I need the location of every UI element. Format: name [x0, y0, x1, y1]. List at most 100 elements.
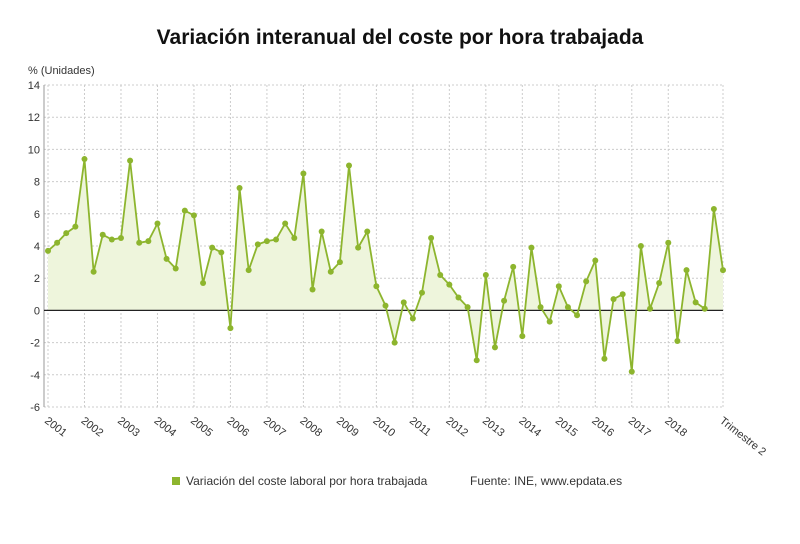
y-tick-label: -4 — [30, 370, 40, 382]
point — [209, 244, 216, 251]
y-tick-label: 4 — [34, 241, 40, 253]
x-tick-label: 2013 — [480, 415, 507, 440]
x-tick-label: 2006 — [225, 415, 252, 440]
point — [446, 281, 453, 288]
point — [200, 280, 207, 287]
y-tick-label: 14 — [28, 80, 40, 92]
point — [601, 355, 608, 362]
x-tick-label: 2015 — [553, 415, 580, 440]
point — [163, 255, 170, 262]
point — [428, 234, 435, 241]
y-axis-label: % (Unidades) — [28, 65, 95, 77]
y-tick-label: -6 — [30, 402, 40, 414]
point — [154, 220, 161, 227]
x-tick-label: 2017 — [626, 415, 653, 440]
point — [628, 368, 635, 375]
source: Fuente: INE, www.epdata.es — [470, 474, 622, 488]
point — [72, 223, 79, 230]
point — [555, 283, 562, 290]
point — [647, 305, 654, 312]
point — [236, 185, 243, 192]
x-tick-label: 2008 — [298, 415, 325, 440]
y-tick-label: 8 — [34, 177, 40, 189]
point — [245, 267, 252, 274]
point — [692, 299, 699, 306]
point — [400, 299, 407, 306]
point — [145, 238, 152, 245]
area — [48, 159, 723, 372]
point — [409, 315, 416, 322]
point — [54, 239, 61, 246]
point — [254, 241, 261, 248]
point — [90, 268, 97, 275]
point — [136, 239, 143, 246]
point — [127, 157, 134, 164]
point — [656, 280, 663, 287]
point — [373, 283, 380, 290]
legend-swatch — [172, 477, 180, 485]
point — [637, 243, 644, 249]
point — [81, 156, 88, 163]
x-tick-label: 2016 — [589, 415, 616, 440]
point — [473, 357, 480, 364]
x-tick-label: 2012 — [444, 415, 471, 440]
x-tick-label: 2004 — [152, 415, 179, 440]
point — [108, 236, 115, 243]
x-tick-label: 2009 — [334, 415, 361, 440]
point — [346, 162, 353, 169]
x-tick-label: 2011 — [407, 415, 433, 439]
x-tick-label: 2005 — [188, 415, 215, 440]
point — [574, 312, 581, 319]
y-tick-label: 0 — [34, 305, 40, 317]
x-tick-label: 2018 — [662, 415, 689, 440]
point — [263, 238, 270, 245]
point — [665, 239, 672, 246]
x-tick-label: 2003 — [115, 415, 142, 440]
y-tick-label: 2 — [34, 273, 40, 285]
y-tick-label: -2 — [30, 338, 40, 350]
point — [45, 247, 51, 254]
point — [227, 325, 234, 332]
point — [537, 304, 544, 311]
point — [218, 249, 225, 256]
x-tick-label: 2010 — [371, 415, 398, 440]
point — [528, 244, 535, 251]
point — [592, 257, 599, 264]
x-tick-label: Trimestre 2 — [717, 415, 768, 458]
y-tick-label: 12 — [28, 112, 40, 124]
point — [491, 344, 498, 351]
point — [482, 271, 489, 278]
point — [564, 304, 571, 311]
point — [355, 244, 362, 251]
point — [391, 339, 398, 346]
x-tick-label: 2014 — [516, 415, 543, 440]
point — [720, 267, 726, 274]
point — [455, 294, 462, 301]
point — [674, 337, 681, 344]
point — [282, 220, 289, 227]
point — [190, 212, 197, 219]
point — [364, 228, 371, 235]
point — [172, 265, 179, 272]
legend-label: Variación del coste laboral por hora tra… — [186, 474, 428, 488]
point — [710, 205, 717, 212]
point — [181, 207, 188, 214]
point — [619, 291, 626, 298]
y-tick-label: 10 — [28, 144, 40, 156]
point — [63, 230, 70, 237]
point — [382, 302, 389, 309]
point — [418, 289, 425, 296]
point — [701, 305, 708, 312]
point — [683, 267, 690, 274]
point — [273, 236, 280, 243]
x-tick-label: 2001 — [42, 415, 69, 440]
point — [318, 228, 325, 235]
point — [336, 259, 343, 266]
point — [327, 268, 334, 275]
point — [583, 278, 590, 285]
y-tick-label: 6 — [34, 209, 40, 221]
x-tick-label: 2002 — [79, 415, 106, 440]
point — [291, 234, 298, 241]
chart-title: Variación interanual del coste por hora … — [157, 26, 644, 49]
